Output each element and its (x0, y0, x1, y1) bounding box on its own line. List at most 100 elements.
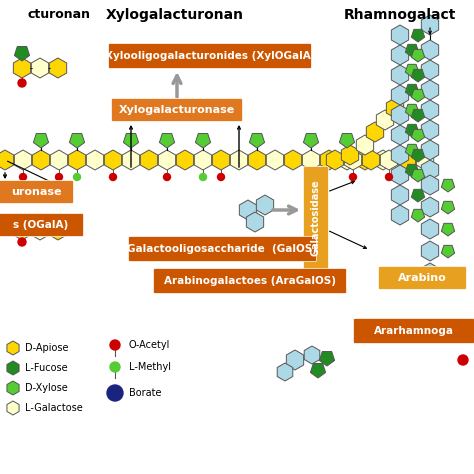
Polygon shape (7, 401, 19, 415)
Polygon shape (303, 134, 319, 148)
Polygon shape (392, 145, 409, 165)
Polygon shape (13, 220, 31, 240)
Polygon shape (49, 58, 67, 78)
Polygon shape (392, 185, 409, 205)
Polygon shape (341, 145, 359, 165)
Polygon shape (405, 164, 419, 177)
Circle shape (107, 385, 123, 401)
Polygon shape (277, 363, 293, 381)
Text: Galactosidase: Galactosidase (311, 180, 321, 256)
Polygon shape (230, 150, 247, 170)
Polygon shape (411, 49, 425, 62)
Circle shape (218, 173, 225, 181)
Polygon shape (441, 267, 455, 280)
Polygon shape (441, 223, 455, 236)
Polygon shape (194, 150, 212, 170)
Polygon shape (239, 200, 256, 220)
Polygon shape (159, 134, 174, 148)
Text: Xylogalacturonan: Xylogalacturonan (106, 8, 244, 22)
Circle shape (110, 340, 120, 350)
Circle shape (349, 173, 356, 181)
Polygon shape (441, 201, 455, 214)
Text: Borate: Borate (129, 388, 162, 398)
Circle shape (200, 173, 207, 181)
Polygon shape (374, 150, 392, 170)
Polygon shape (86, 150, 104, 170)
Polygon shape (411, 89, 425, 102)
Polygon shape (411, 69, 425, 82)
FancyBboxPatch shape (0, 181, 73, 203)
Polygon shape (441, 246, 455, 258)
Polygon shape (392, 25, 409, 45)
FancyBboxPatch shape (303, 166, 328, 270)
FancyBboxPatch shape (111, 99, 243, 121)
Polygon shape (302, 150, 319, 170)
Polygon shape (195, 134, 210, 148)
Polygon shape (421, 100, 438, 120)
Polygon shape (411, 109, 425, 122)
FancyBboxPatch shape (154, 268, 346, 293)
Text: Arabino: Arabino (398, 273, 447, 283)
Polygon shape (326, 150, 344, 170)
Polygon shape (49, 220, 67, 240)
Polygon shape (405, 84, 419, 97)
Polygon shape (339, 134, 355, 148)
Text: L-Methyl: L-Methyl (129, 362, 171, 372)
Text: Xylogalacturonase: Xylogalacturonase (119, 105, 235, 115)
Polygon shape (7, 381, 19, 395)
Text: L-Galactose: L-Galactose (25, 403, 83, 413)
FancyBboxPatch shape (128, 237, 317, 262)
Circle shape (36, 215, 44, 221)
Polygon shape (411, 169, 425, 182)
Polygon shape (266, 150, 283, 170)
Polygon shape (69, 134, 84, 148)
Polygon shape (344, 150, 362, 170)
Polygon shape (246, 212, 264, 232)
Circle shape (73, 173, 81, 181)
Polygon shape (176, 150, 194, 170)
Polygon shape (362, 150, 380, 170)
Polygon shape (50, 150, 68, 170)
Polygon shape (304, 346, 320, 364)
FancyBboxPatch shape (354, 319, 474, 344)
Polygon shape (421, 175, 438, 195)
Polygon shape (122, 150, 140, 170)
Polygon shape (421, 60, 438, 80)
Polygon shape (392, 165, 409, 185)
Polygon shape (421, 140, 438, 160)
Polygon shape (405, 145, 419, 157)
Polygon shape (249, 134, 264, 148)
Polygon shape (123, 134, 138, 148)
Polygon shape (421, 15, 438, 35)
Polygon shape (411, 210, 425, 222)
Polygon shape (31, 58, 49, 78)
Polygon shape (421, 263, 438, 283)
Text: Ararhamnoga: Ararhamnoga (374, 326, 454, 336)
Circle shape (110, 362, 120, 372)
Polygon shape (405, 64, 419, 77)
Polygon shape (140, 150, 158, 170)
Polygon shape (14, 150, 32, 170)
Polygon shape (405, 45, 419, 57)
Polygon shape (31, 220, 49, 240)
Text: Galactooligosaccharide  (GalOS): Galactooligosaccharide (GalOS) (128, 244, 318, 254)
Polygon shape (421, 40, 438, 60)
Circle shape (164, 173, 171, 181)
Polygon shape (14, 46, 29, 61)
Text: Xylooligogalacturonides (XylOGalA): Xylooligogalacturonides (XylOGalA) (105, 51, 315, 61)
Polygon shape (7, 361, 19, 375)
Text: uronase: uronase (11, 187, 61, 197)
Circle shape (18, 238, 26, 246)
Polygon shape (286, 350, 304, 370)
Text: D-Apiose: D-Apiose (25, 343, 69, 353)
Polygon shape (7, 341, 19, 355)
Text: D-Xylose: D-Xylose (25, 383, 68, 393)
Circle shape (18, 79, 26, 87)
Text: cturonan: cturonan (28, 8, 91, 21)
Circle shape (55, 173, 63, 181)
Polygon shape (392, 45, 409, 65)
Polygon shape (421, 197, 438, 217)
Polygon shape (411, 149, 425, 162)
Circle shape (19, 173, 27, 181)
Polygon shape (376, 110, 394, 130)
